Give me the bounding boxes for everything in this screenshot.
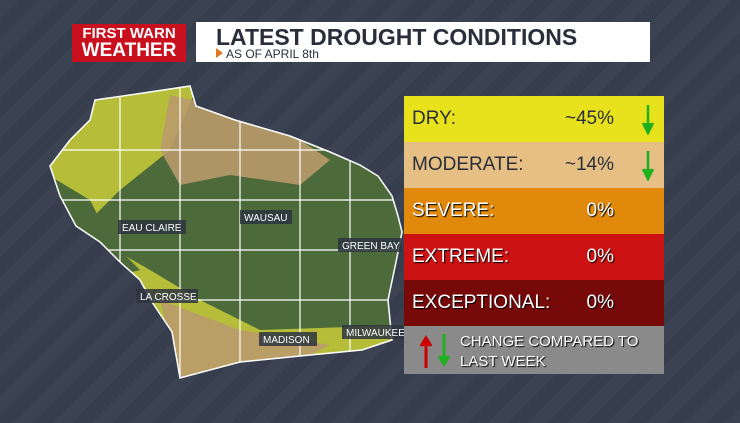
city-bg: [136, 289, 198, 303]
legend-label: EXTREME:: [412, 246, 510, 267]
title-box: LATEST DROUGHT CONDITIONS AS OF APRIL 8t…: [196, 22, 650, 62]
footer-text: CHANGE COMPARED TO LAST WEEK: [460, 333, 639, 370]
city: MILWAUKEE: [346, 328, 405, 339]
city: WAUSAU: [244, 213, 288, 224]
city-bg: [259, 332, 317, 346]
legend-value: 0%: [586, 292, 614, 313]
up-arrow: [419, 335, 433, 368]
arrows-icon: [419, 334, 451, 368]
legend-label: MODERATE:: [412, 154, 524, 175]
down-arrow: [642, 105, 654, 135]
city-labels: EAU CLAIRE WAUSAU GREEN BAY LA CROSSE MA…: [118, 210, 408, 346]
city-bg: [342, 325, 408, 339]
down-arrow: [437, 334, 451, 367]
legend-row: EXTREME: 0%: [404, 234, 664, 280]
city-bg: [118, 220, 186, 234]
city: EAU CLAIRE: [122, 223, 182, 234]
legend-value: ~14%: [564, 154, 614, 175]
legend-label: EXCEPTIONAL:: [412, 292, 551, 313]
city: MADISON: [263, 335, 310, 346]
legend-row: DRY: ~45%: [404, 96, 664, 142]
legend-value: 0%: [586, 200, 614, 221]
title: LATEST DROUGHT CONDITIONS: [216, 24, 578, 50]
subtitle: AS OF APRIL 8th: [216, 47, 319, 61]
map-fill: [50, 86, 402, 378]
down-arrow: [642, 151, 654, 181]
city-bg: [240, 210, 292, 224]
legend-label: SEVERE:: [412, 200, 495, 221]
city: GREEN BAY: [342, 241, 400, 252]
legend-row: MODERATE: ~14%: [404, 142, 664, 188]
logo: FIRST WARN WEATHER: [72, 24, 186, 62]
legend-value: 0%: [586, 246, 614, 267]
logo-line: WEATHER: [81, 40, 177, 61]
logo-line: FIRST WARN: [82, 25, 176, 42]
legend-row: EXCEPTIONAL: 0%: [404, 280, 664, 326]
state-outline: [49, 85, 403, 379]
legend-footer: CHANGE COMPARED TO LAST WEEK: [404, 326, 664, 374]
legend-label: DRY:: [412, 108, 457, 129]
city-bg: [338, 238, 402, 252]
legend-row: SEVERE: 0%: [404, 188, 664, 234]
legend-value: ~45%: [564, 108, 614, 129]
moderate-area: [160, 95, 330, 185]
city: LA CROSSE: [140, 292, 197, 303]
